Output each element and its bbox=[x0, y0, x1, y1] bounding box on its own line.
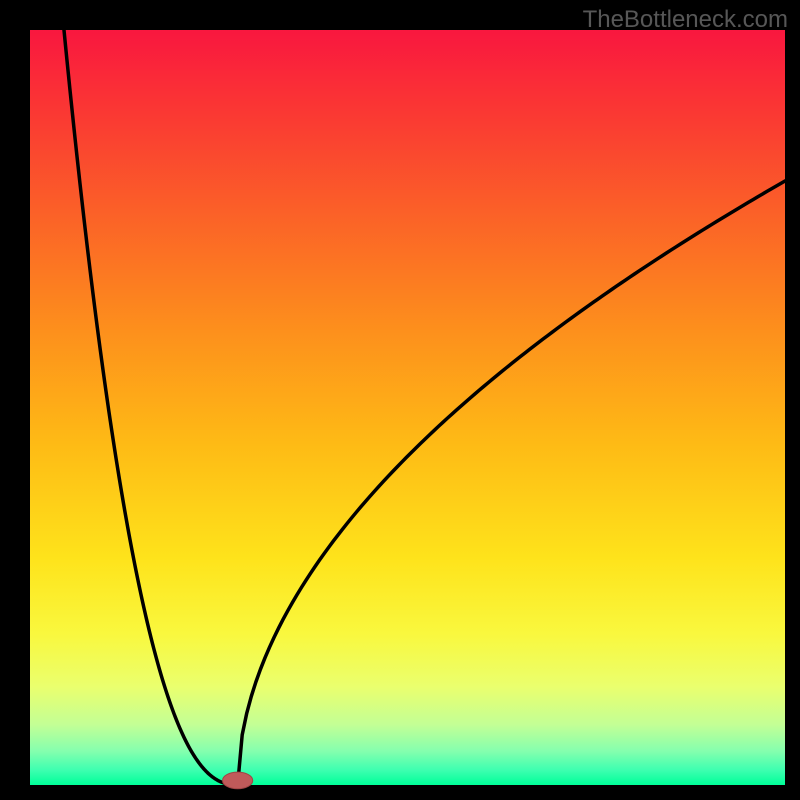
plot-background bbox=[30, 30, 785, 785]
watermark-text: TheBottleneck.com bbox=[583, 6, 788, 34]
chart-frame: TheBottleneck.com bbox=[0, 0, 800, 800]
min-marker bbox=[223, 772, 253, 789]
chart-svg bbox=[0, 0, 800, 800]
